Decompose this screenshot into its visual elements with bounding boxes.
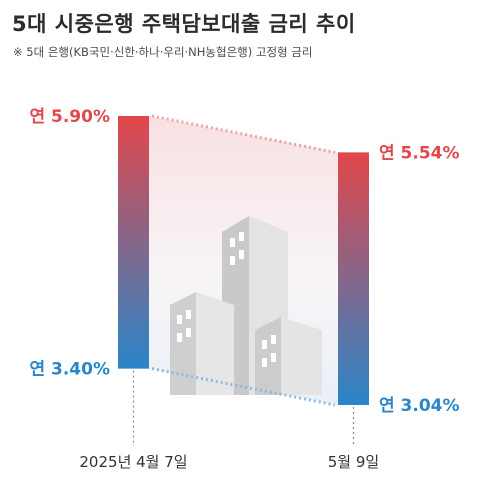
- low-rate-label: 연 3.04%: [379, 396, 460, 416]
- x-tick-label: 5월 9일: [328, 453, 379, 471]
- page-title: 5대 시중은행 주택담보대출 금리 추이: [12, 12, 356, 36]
- low-rate-connector: [151, 367, 336, 407]
- low-rate-label: 연 3.40%: [29, 360, 110, 380]
- high-rate-label: 연 5.54%: [379, 143, 460, 163]
- high-rate-connector: [151, 114, 336, 154]
- buildings-illustration: [170, 216, 322, 395]
- range-bar-apr7: [118, 116, 149, 369]
- chart-subtitle: ※ 5대 은행(KB국민·신한·하나·우리·NH농협은행) 고정형 금리: [13, 45, 313, 59]
- x-tick-label: 2025년 4월 7일: [79, 453, 187, 471]
- high-rate-label: 연 5.90%: [29, 107, 110, 127]
- range-bar-may9: [338, 152, 369, 405]
